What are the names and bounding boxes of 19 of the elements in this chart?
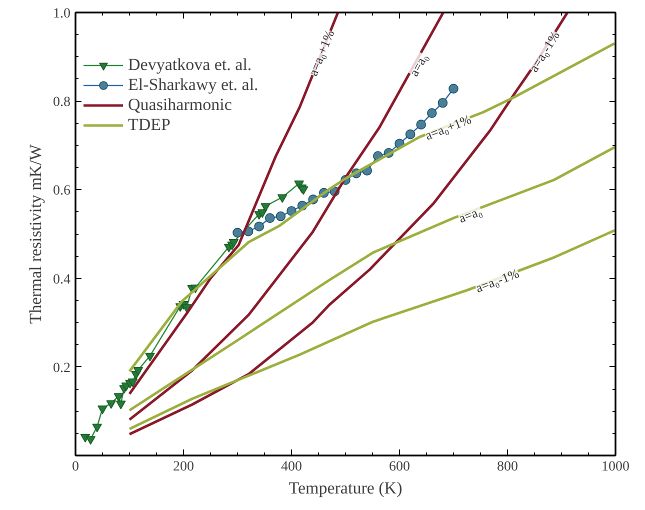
y-tick-label: 0.2 (53, 360, 70, 376)
x-axis-title: Temperature (K) (288, 478, 402, 498)
annotation: a=a₀ (456, 203, 484, 226)
y-tick-label: 0.6 (53, 184, 70, 199)
y-tick-label: 0.8 (53, 95, 70, 110)
y-tick-label: 1.0 (53, 6, 70, 22)
y-tick-label: 0.4 (53, 272, 70, 288)
legend-label: El-Sharkawy et. al. (128, 75, 258, 95)
x-tick-label: 200 (173, 460, 194, 474)
x-tick-label: 600 (389, 460, 410, 474)
x-tick-label: 1000 (602, 460, 630, 474)
x-tick-label: 400 (281, 460, 302, 474)
y-axis-title: Thermal resistivity mK/W (26, 143, 45, 324)
annotation: a=a₀ (406, 50, 431, 79)
legend-label: TDEP (128, 115, 170, 135)
x-tick-label: 0 (72, 460, 79, 474)
legend-label: Devyatkova et. al. (128, 55, 252, 75)
legend-label: Quasiharmonic (128, 95, 232, 115)
x-tick-label: 800 (497, 460, 518, 474)
